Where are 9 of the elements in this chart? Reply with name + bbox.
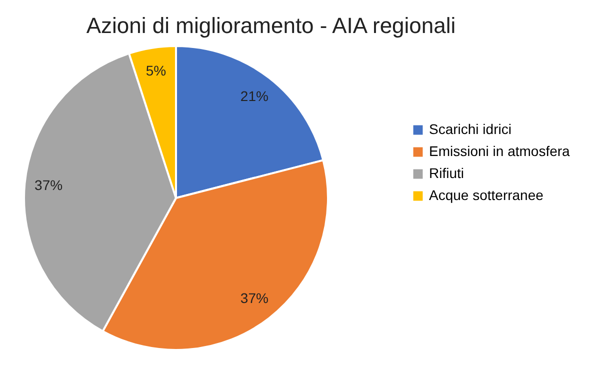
chart-title: Azioni di miglioramento - AIA regionali — [86, 13, 456, 38]
data-label: 21% — [240, 88, 268, 104]
data-label: 37% — [34, 176, 63, 193]
legend-label: Scarichi idrici — [429, 121, 512, 137]
legend-label: Emissioni in atmosfera — [429, 143, 570, 159]
data-label: 5% — [146, 62, 166, 79]
legend-label: Rifiuti — [429, 165, 464, 181]
data-label: 37% — [240, 290, 268, 306]
legend-label: Acque sotterranee — [429, 187, 544, 203]
